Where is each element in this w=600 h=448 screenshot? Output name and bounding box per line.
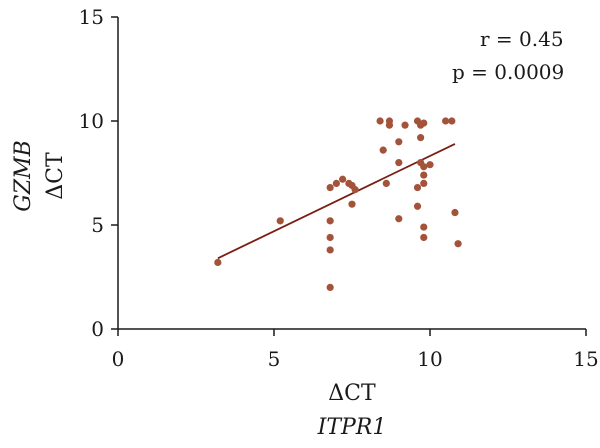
x-axis-title-line2: ITPR1 [317, 415, 387, 440]
y-axis-title-line2: ΔCT [43, 152, 68, 200]
trendline-group [217, 143, 456, 260]
y-tick-label: 15 [79, 5, 104, 29]
data-point [395, 159, 403, 167]
x-axis-title-line1: ΔCT [328, 381, 376, 406]
data-point [382, 179, 390, 187]
data-point [376, 117, 384, 125]
data-point [395, 215, 403, 223]
y-tick-label: 10 [79, 109, 104, 133]
data-point [420, 171, 428, 179]
x-tick-label: 15 [573, 347, 598, 371]
data-point [326, 246, 334, 254]
p-annotation: p = 0.0009 [452, 60, 564, 84]
data-point [326, 217, 334, 225]
data-point [451, 208, 459, 217]
data-point [379, 146, 387, 154]
data-point [420, 223, 428, 231]
data-point [276, 217, 284, 225]
data-point [426, 161, 434, 169]
data-point [339, 175, 347, 183]
data-point [420, 119, 428, 127]
data-point [420, 233, 428, 242]
data-point [214, 258, 222, 267]
data-point [401, 121, 409, 129]
axes [117, 17, 586, 330]
data-point [442, 117, 450, 125]
data-point [448, 117, 456, 125]
trendline [217, 143, 456, 260]
y-tick-label: 5 [91, 213, 104, 237]
data-point [420, 179, 428, 187]
data-point [413, 183, 422, 192]
data-point [454, 240, 462, 248]
ticks: 0 5 10 15 0 5 10 15 [79, 5, 599, 371]
r-annotation: r = 0.45 [480, 27, 564, 51]
data-point [332, 179, 340, 187]
x-tick-label: 10 [417, 347, 442, 371]
y-tick-label: 0 [91, 317, 104, 341]
data-point [351, 186, 359, 194]
data-point [417, 134, 425, 142]
data-point [348, 200, 356, 208]
data-point [420, 163, 428, 171]
data-point [326, 233, 334, 242]
data-point [413, 202, 422, 210]
x-tick-label: 5 [268, 347, 281, 371]
data-point [326, 183, 334, 192]
data-points [214, 117, 462, 291]
data-point [326, 283, 334, 291]
data-point [395, 138, 403, 146]
x-tick-label: 0 [112, 347, 125, 371]
data-point [385, 121, 394, 129]
y-axis-title-line1: GZMB [11, 140, 36, 212]
